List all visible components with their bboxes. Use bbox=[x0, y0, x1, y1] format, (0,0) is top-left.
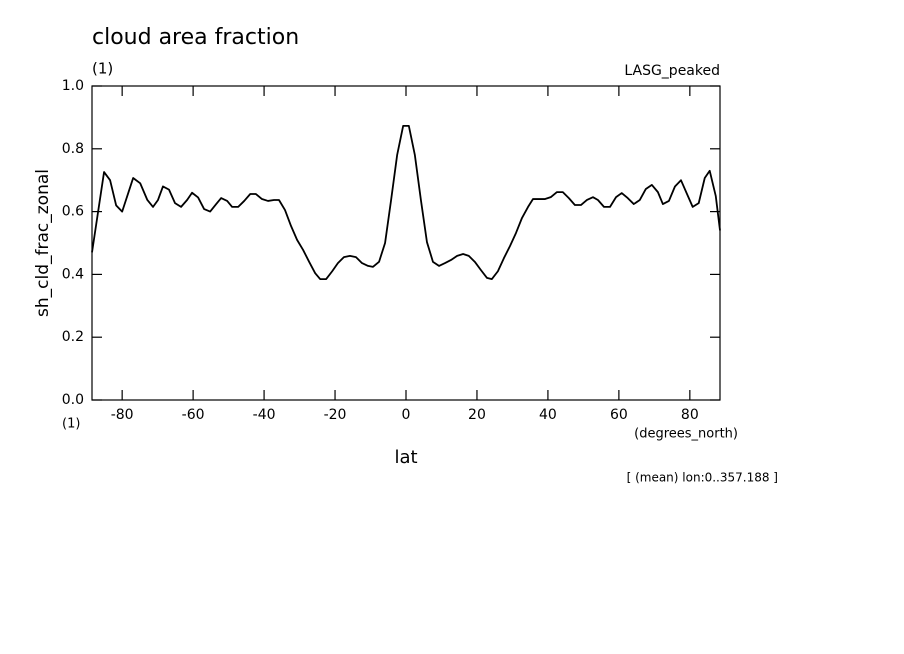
x-tick-label: -40 bbox=[253, 407, 276, 423]
x-units-left: (1) bbox=[62, 417, 80, 432]
y-tick-label: 0.0 bbox=[62, 392, 84, 408]
plot-frame bbox=[91, 85, 721, 401]
x-axis-label: lat bbox=[394, 447, 417, 468]
y-tick-label: 0.2 bbox=[62, 329, 84, 345]
y-axis-label: sh_cld_frac_zonal bbox=[33, 169, 53, 317]
x-tick-label: 80 bbox=[681, 407, 699, 423]
x-tick-label: -80 bbox=[111, 407, 134, 423]
chart-title: cloud area fraction bbox=[92, 25, 299, 50]
annotation: [ (mean) lon:0..357.188 ] bbox=[627, 471, 778, 485]
subtitle: LASG_peaked bbox=[624, 63, 720, 79]
data-line bbox=[91, 124, 721, 281]
x-tick-label: 60 bbox=[610, 407, 628, 423]
y-tick-label: 0.6 bbox=[62, 204, 84, 220]
y-tick-label: 0.8 bbox=[62, 141, 84, 157]
title-units: (1) bbox=[92, 60, 113, 78]
x-tick-label: 20 bbox=[468, 407, 486, 423]
x-tick-label: 40 bbox=[539, 407, 557, 423]
x-units: (degrees_north) bbox=[634, 427, 738, 442]
x-tick-label: -20 bbox=[324, 407, 347, 423]
y-tick-label: 1.0 bbox=[62, 78, 84, 94]
y-tick-label: 0.4 bbox=[62, 266, 84, 282]
x-tick-label: -60 bbox=[182, 407, 205, 423]
x-tick-label: 0 bbox=[402, 407, 411, 423]
